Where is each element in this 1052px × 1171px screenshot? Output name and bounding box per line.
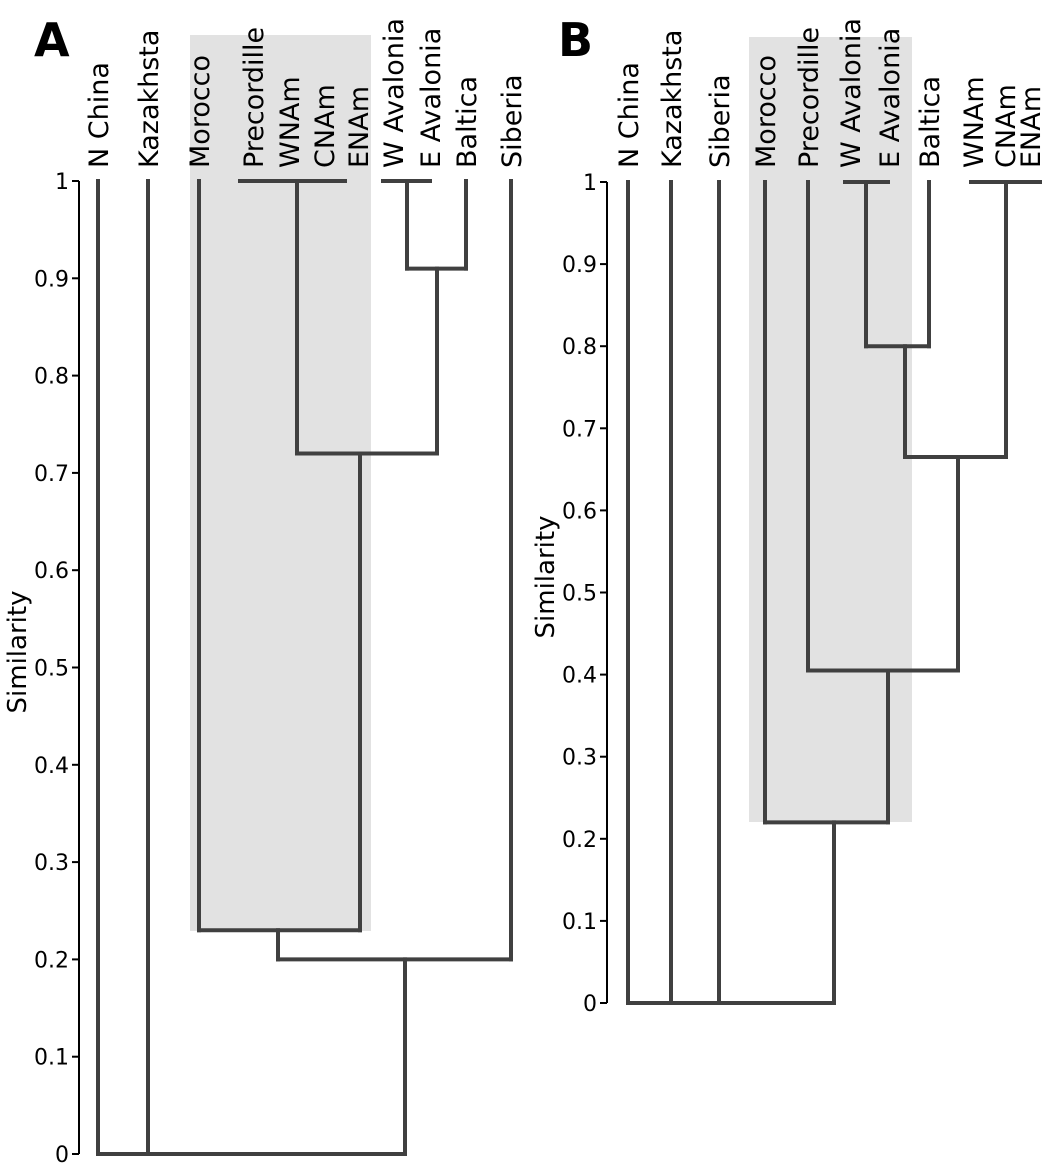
leaf-label-b-6: E Avalonia (875, 28, 906, 168)
leaf-label-a-10: Siberia (497, 74, 528, 168)
y-tick-label-b-1: 0.1 (562, 910, 597, 935)
leaf-label-a-4: WNAm (275, 76, 306, 168)
leaf-label-a-2: Morocco (185, 55, 216, 168)
leaf-label-b-8: WNAm (959, 76, 990, 168)
y-tick-label-a-2: 0.2 (34, 948, 69, 973)
y-tick-label-b-9: 0.9 (562, 253, 597, 278)
y-tick-label-a-3: 0.3 (34, 851, 69, 876)
leaf-label-a-1: Kazakhsta (134, 30, 165, 168)
panel-a: A N China Kazakhsta Morocco Precordille WNAm… (3, 13, 528, 1168)
y-tick-label-a-1: 0.1 (34, 1046, 69, 1071)
leaf-label-b-9: CNAm (991, 84, 1022, 168)
highlight-region-a (190, 35, 371, 931)
highlight-region-b (749, 37, 912, 822)
leaf-label-a-8: E Avalonia (416, 28, 447, 168)
y-tick-label-b-6: 0.6 (562, 499, 597, 524)
y-tick-label-a-10: 1 (55, 170, 69, 195)
y-tick-label-b-10: 1 (583, 171, 597, 196)
y-tick-label-a-6: 0.6 (34, 559, 69, 584)
panel-b: B N China Kazakhsta Siberia Morocco Precordi… (531, 13, 1047, 1017)
leaf-label-b-5: W Avalonia (836, 18, 867, 168)
y-tick-label-b-2: 0.2 (562, 828, 597, 853)
leaf-label-b-2: Siberia (705, 74, 736, 168)
y-tick-label-b-7: 0.7 (562, 417, 597, 442)
panel-letter-b: B (558, 13, 593, 67)
leaf-label-a-9: Baltica (452, 76, 483, 168)
y-tick-label-b-5: 0.5 (562, 582, 597, 607)
y-axis-title-b: Similarity (531, 516, 561, 639)
y-tick-label-a-8: 0.8 (34, 365, 69, 390)
y-tick-label-a-7: 0.7 (34, 462, 69, 487)
leaf-label-b-7: Baltica (915, 76, 946, 168)
y-tick-label-a-4: 0.4 (34, 754, 69, 779)
y-axis-title-a: Similarity (3, 591, 33, 714)
y-tick-label-b-0: 0 (583, 992, 597, 1017)
leaf-label-a-7: W Avalonia (379, 18, 410, 168)
leaf-label-a-5: CNAm (310, 84, 341, 168)
leaf-label-a-6: ENAm (344, 86, 375, 168)
leaf-label-b-10: ENAm (1016, 86, 1047, 168)
leaf-label-b-3: Morocco (751, 55, 782, 168)
leaf-label-b-1: Kazakhsta (657, 30, 688, 168)
y-tick-label-a-5: 0.5 (34, 657, 69, 682)
y-tick-label-a-9: 0.9 (34, 267, 69, 292)
leaf-label-a-3: Precordille (239, 27, 270, 168)
leaf-label-b-4: Precordille (794, 27, 825, 168)
y-tick-label-b-8: 0.8 (562, 335, 597, 360)
y-tick-label-a-0: 0 (55, 1143, 69, 1168)
y-tick-label-b-4: 0.4 (562, 664, 597, 689)
panel-letter-a: A (34, 13, 70, 67)
leaf-label-a-0: N China (84, 62, 115, 168)
y-tick-label-b-3: 0.3 (562, 746, 597, 771)
leaf-label-b-0: N China (614, 62, 645, 168)
